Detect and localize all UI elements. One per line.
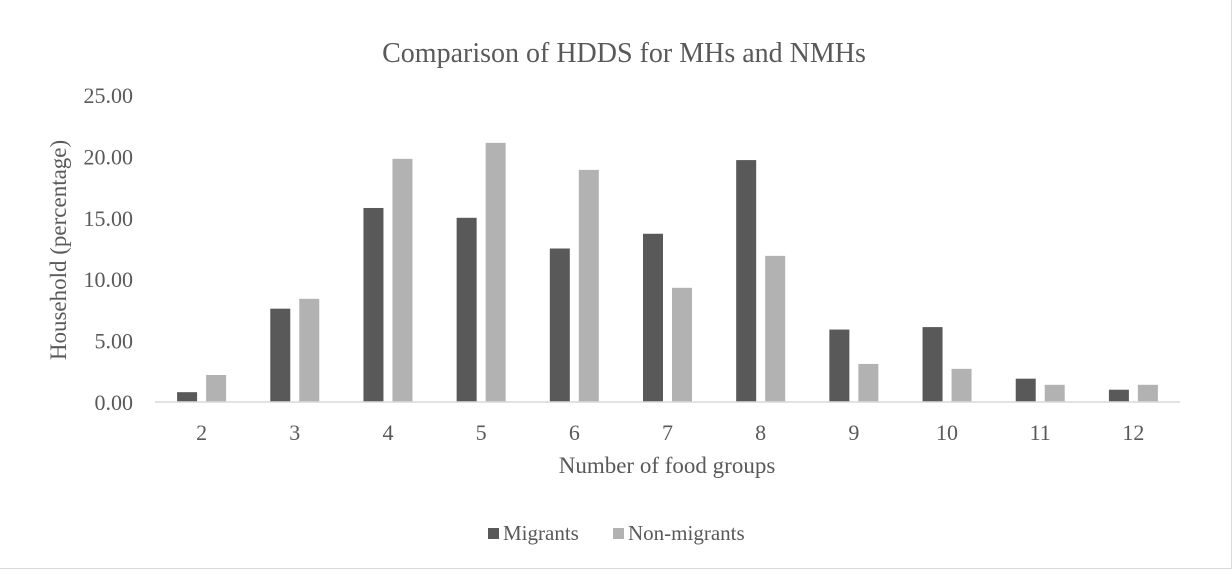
bar-non-migrants-9 bbox=[858, 363, 879, 402]
bar-non-migrants-5 bbox=[485, 142, 506, 402]
y-tick-label: 15.00 bbox=[84, 206, 134, 231]
x-tick-label: 12 bbox=[1122, 420, 1144, 445]
bar-non-migrants-6 bbox=[578, 169, 599, 402]
x-tick-label: 7 bbox=[662, 420, 673, 445]
bar-non-migrants-10 bbox=[951, 368, 972, 402]
bar-non-migrants-12 bbox=[1137, 384, 1158, 402]
bar-migrants-6 bbox=[549, 248, 570, 402]
bar-migrants-9 bbox=[829, 329, 850, 402]
y-tick-label: 5.00 bbox=[95, 329, 134, 354]
y-axis-label: Household (percentage) bbox=[46, 140, 71, 360]
y-tick-label: 20.00 bbox=[84, 144, 134, 169]
legend-swatch-non-migrants bbox=[613, 528, 624, 539]
bar-migrants-12 bbox=[1108, 389, 1129, 402]
bar-migrants-2 bbox=[177, 392, 198, 402]
bar-migrants-3 bbox=[270, 308, 291, 402]
bar-non-migrants-4 bbox=[392, 158, 413, 402]
x-tick-label: 10 bbox=[936, 420, 958, 445]
x-tick-label: 3 bbox=[289, 420, 300, 445]
bar-migrants-11 bbox=[1015, 378, 1036, 402]
x-axis-ticks: 2 3 4 5 6 7 8 9 10 11 12 bbox=[196, 420, 1144, 445]
bar-non-migrants-8 bbox=[765, 255, 786, 402]
legend-label: Migrants bbox=[503, 521, 579, 545]
bar-migrants-10 bbox=[922, 327, 943, 402]
bar-migrants-4 bbox=[363, 207, 384, 402]
x-axis-label: Number of food groups bbox=[559, 453, 776, 478]
bar-non-migrants-7 bbox=[672, 287, 692, 402]
bar-non-migrants-11 bbox=[1044, 384, 1065, 402]
legend: Migrants Non-migrants bbox=[488, 521, 745, 545]
x-tick-label: 6 bbox=[569, 420, 580, 445]
x-tick-label: 8 bbox=[755, 420, 766, 445]
x-tick-label: 2 bbox=[196, 420, 207, 445]
x-tick-label: 9 bbox=[848, 420, 859, 445]
legend-label: Non-migrants bbox=[628, 521, 745, 545]
y-tick-label: 25.00 bbox=[84, 83, 134, 108]
bars-group bbox=[177, 142, 1158, 402]
legend-swatch-migrants bbox=[488, 528, 499, 539]
bar-migrants-8 bbox=[736, 160, 757, 402]
y-tick-label: 0.00 bbox=[95, 390, 134, 415]
bar-migrants-5 bbox=[456, 217, 477, 402]
x-tick-label: 5 bbox=[476, 420, 487, 445]
bar-non-migrants-2 bbox=[206, 374, 227, 402]
bar-migrants-7 bbox=[643, 233, 663, 402]
y-axis-ticks: 0.00 5.00 10.00 15.00 20.00 25.00 bbox=[84, 83, 134, 415]
chart-title: Comparison of HDDS for MHs and NMHs bbox=[382, 38, 866, 69]
bar-non-migrants-3 bbox=[299, 298, 320, 402]
y-tick-label: 10.00 bbox=[84, 267, 134, 292]
x-tick-label: 4 bbox=[382, 420, 393, 445]
x-tick-label: 11 bbox=[1030, 420, 1051, 445]
